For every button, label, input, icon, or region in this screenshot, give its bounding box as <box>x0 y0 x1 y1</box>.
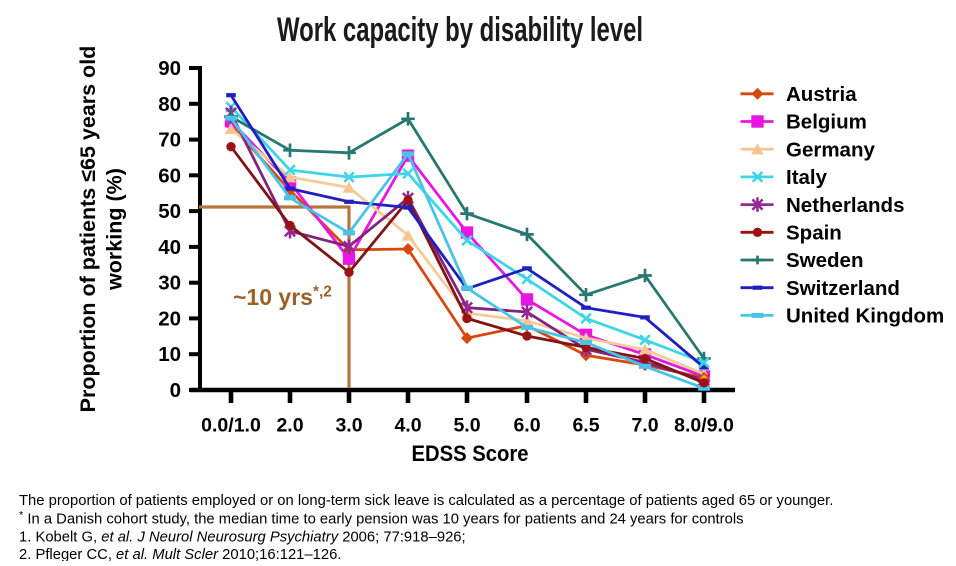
svg-text:Austria: Austria <box>786 83 857 106</box>
svg-text:30: 30 <box>158 272 181 295</box>
svg-text:Switzerland: Switzerland <box>786 277 900 300</box>
svg-text:3.0: 3.0 <box>335 415 362 437</box>
svg-text:8.0/9.0: 8.0/9.0 <box>674 415 734 437</box>
svg-text:Sweden: Sweden <box>786 249 863 272</box>
svg-text:The proportion of patients emp: The proportion of patients employed or o… <box>19 493 833 509</box>
svg-text:60: 60 <box>158 164 181 187</box>
svg-text:United Kingdom: United Kingdom <box>786 305 944 328</box>
svg-text:4.0: 4.0 <box>394 415 421 437</box>
svg-text:Work capacity by disability le: Work capacity by disability level <box>277 11 643 49</box>
svg-text:5.0: 5.0 <box>453 415 480 437</box>
svg-text:10: 10 <box>158 343 181 366</box>
svg-text:* In a Danish cohort study, th: * In a Danish cohort study, the median t… <box>19 510 744 528</box>
svg-text:80: 80 <box>158 93 181 116</box>
svg-text:0.0/1.0: 0.0/1.0 <box>201 415 261 437</box>
svg-text:90: 90 <box>158 57 181 80</box>
svg-text:70: 70 <box>158 129 181 152</box>
svg-text:0: 0 <box>170 379 181 402</box>
svg-text:20: 20 <box>158 307 181 330</box>
svg-text:2.0: 2.0 <box>276 415 303 437</box>
svg-text:40: 40 <box>158 236 181 259</box>
svg-text:Belgium: Belgium <box>786 111 867 134</box>
svg-text:7.0: 7.0 <box>631 415 658 437</box>
svg-text:6.0: 6.0 <box>513 415 540 437</box>
svg-text:working (%): working (%) <box>103 168 127 291</box>
svg-text:EDSS Score: EDSS Score <box>412 441 529 466</box>
svg-text:1. Kobelt G, et al. J Neurol N: 1. Kobelt G, et al. J Neurol Neurosurg P… <box>19 530 466 546</box>
svg-text:Netherlands: Netherlands <box>786 194 904 217</box>
svg-text:Italy: Italy <box>786 166 828 189</box>
svg-text:Proportion of patients ≤65 yea: Proportion of patients ≤65 years old <box>76 46 100 413</box>
svg-text:50: 50 <box>158 200 181 223</box>
svg-text:Germany: Germany <box>786 138 875 161</box>
svg-text:Spain: Spain <box>786 222 842 245</box>
svg-text:6.5: 6.5 <box>572 415 599 437</box>
svg-text:2. Pfleger CC, et al. Mult Scl: 2. Pfleger CC, et al. Mult Scler 2010;16… <box>19 547 341 561</box>
